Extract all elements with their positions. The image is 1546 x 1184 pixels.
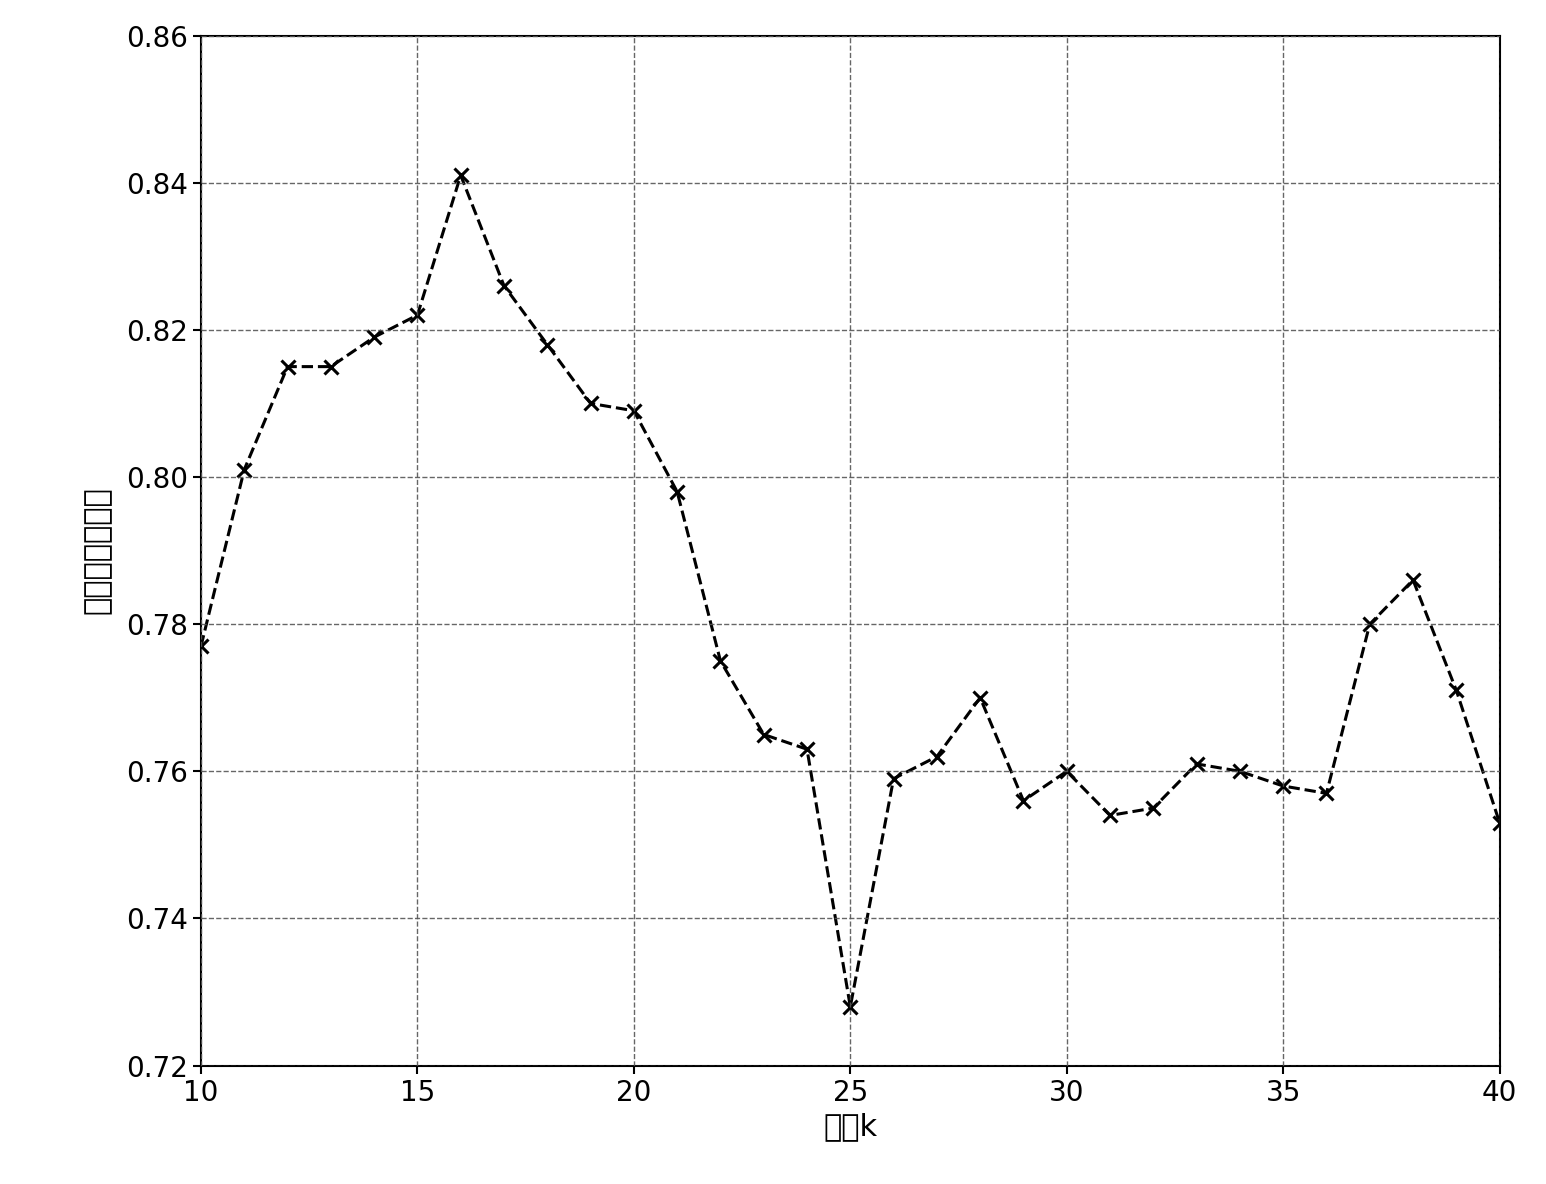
Y-axis label: 位置均方根误差: 位置均方根误差 (83, 487, 111, 614)
X-axis label: 时间k: 时间k (822, 1112, 878, 1141)
